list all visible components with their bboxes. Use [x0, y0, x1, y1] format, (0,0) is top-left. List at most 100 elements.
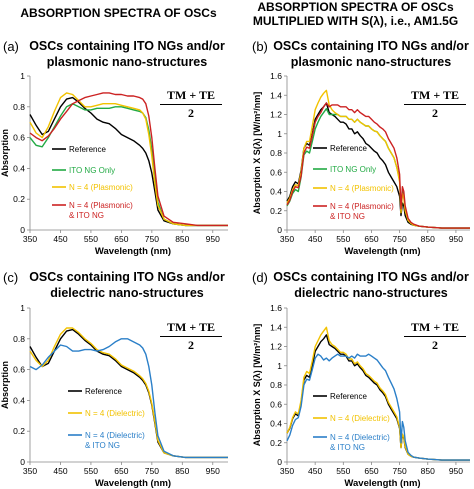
panel-b-y-tick-label: 0.6 — [270, 167, 282, 177]
panel-a-y-tick-label: 0.4 — [13, 163, 25, 173]
panel-c-y-axis-label: Absorption — [0, 361, 10, 409]
panel-d-y-tick-label: 1.6 — [270, 303, 282, 313]
panel-d-y-tick-label: 0 — [277, 457, 282, 467]
panel-d-y-tick-label: 1.4 — [270, 322, 282, 332]
panel-d-y-tick-label: 1.2 — [270, 342, 282, 352]
panel-d-formula: TM + TE 2 — [404, 320, 466, 353]
right-heading-line1: ABSORPTION SPECTRA OF OSCs — [257, 0, 454, 14]
panel-b-y-tick-label: 1 — [277, 129, 282, 139]
panel-d-title-line1: OSCs containing ITO NGs and/or — [273, 270, 469, 284]
panel-a-x-tick-label: 850 — [175, 234, 189, 244]
panel-a-legend-label-4: & ITO NG — [69, 211, 104, 220]
panel-d-legend-label-3: & ITO NG — [330, 443, 365, 452]
panel-d-y-tick-label: 1 — [277, 361, 282, 371]
formula-numerator: TM + TE — [404, 88, 466, 105]
formula-numerator: TM + TE — [160, 88, 222, 105]
panel-b-y-tick-label: 0 — [277, 225, 282, 235]
panel-c-x-tick-label: 550 — [84, 466, 98, 476]
formula-denominator: 2 — [188, 338, 194, 352]
panel-a-y-tick-label: 1 — [20, 71, 25, 81]
panel-d-y-axis-label: Absorption X S(λ) [W/m²/nm] — [252, 324, 262, 447]
panel-d-y-tick-label: 0.8 — [270, 380, 282, 390]
panel-b-legend-label-4: N = 4 (Plasmonic) — [330, 202, 394, 211]
panel-b-x-axis-label: Wavelength (nm) — [344, 246, 420, 257]
panel-c-y-tick-label: 1 — [20, 303, 25, 313]
panel-c-y-tick-label: 0.4 — [13, 395, 25, 405]
panel-d-x-tick-label: 450 — [308, 466, 322, 476]
formula-denominator: 2 — [432, 106, 438, 120]
panel-a-x-tick-label: 350 — [23, 234, 37, 244]
panel-b-title-line1: OSCs containing ITO NGs and/or — [273, 39, 469, 53]
panel-b-x-tick-label: 650 — [364, 234, 378, 244]
panel-b-y-tick-label: 0.4 — [270, 187, 282, 197]
panel-c-series-line-3 — [29, 338, 228, 459]
panel-d-legend-label-3: N = 4 (Dielectric) — [330, 433, 390, 442]
panel-d-x-axis-label: Wavelength (nm) — [344, 478, 420, 489]
panel-b-y-axis-label: Absorption X S(λ) [W/m²/nm] — [252, 92, 262, 215]
panel-c-legend-label-2: N = 4 (Dielectric) — [85, 409, 145, 418]
panel-b-legend-label-4: & ITO NG — [330, 212, 365, 221]
panel-b-legend-label-3: N = 4 (Plasmonic) — [330, 184, 394, 193]
formula-denominator: 2 — [432, 338, 438, 352]
panel-d-letter: (d) — [252, 270, 268, 285]
panel-d-series-line-3 — [286, 353, 470, 461]
panel-d-x-tick-label: 650 — [364, 466, 378, 476]
panel-c-x-tick-label: 950 — [206, 466, 220, 476]
right-column-heading: ABSORPTION SPECTRA OF OSCs MULTIPLIED WI… — [237, 0, 474, 28]
panel-a-series-line-3 — [29, 92, 228, 227]
panel-d-x-tick-label: 750 — [393, 466, 407, 476]
panel-c-series-line-2 — [29, 327, 228, 459]
panel-d-x-tick-label: 350 — [280, 466, 294, 476]
panel-a-legend-label-1: Reference — [69, 145, 106, 154]
panel-d-title-line2: dielectric nano-structures — [294, 286, 448, 300]
panel-a-title: OSCs containing ITO NGs and/or plasmonic… — [18, 38, 236, 70]
panel-a-legend-label-4: N = 4 (Plasmonic) — [69, 201, 133, 210]
panel-b-y-tick-label: 0.2 — [270, 206, 282, 216]
panel-b-y-tick-label: 0.8 — [270, 148, 282, 158]
panel-c-y-tick-label: 0.2 — [13, 426, 25, 436]
panel-d-legend-label-1: Reference — [330, 392, 367, 401]
panel-a-x-tick-label: 650 — [114, 234, 128, 244]
panel-b-y-tick-label: 1.2 — [270, 110, 282, 120]
panel-a-title-line2: plasmonic nano-structures — [46, 55, 208, 69]
panel-b-x-tick-label: 750 — [393, 234, 407, 244]
panel-a-y-tick-label: 0.2 — [13, 194, 25, 204]
panel-d-legend-label-2: N = 4 (Dielectric) — [330, 414, 390, 423]
panel-c-x-tick-label: 850 — [175, 466, 189, 476]
panel-c-title: OSCs containing ITO NGs and/or dielectri… — [18, 269, 236, 301]
right-heading-line2: MULTIPLIED WITH S(λ), i.e., AM1.5G — [252, 14, 459, 28]
panel-c-x-tick-label: 750 — [145, 466, 159, 476]
panel-d-y-tick-label: 0.6 — [270, 399, 282, 409]
formula-denominator: 2 — [188, 106, 194, 120]
panel-b-legend-label-1: Reference — [330, 144, 367, 153]
panel-b-formula: TM + TE 2 — [404, 88, 466, 121]
panel-a-legend-label-2: ITO NG Only — [69, 166, 115, 175]
panel-b-y-tick-label: 1.6 — [270, 71, 282, 81]
panel-a-x-tick-label: 550 — [84, 234, 98, 244]
formula-numerator: TM + TE — [160, 320, 222, 337]
panel-b-x-tick-label: 350 — [280, 234, 294, 244]
panel-a-series-line-4 — [29, 92, 228, 227]
panel-c-title-line2: dielectric nano-structures — [50, 286, 204, 300]
panel-a-y-axis-label: Absorption — [0, 129, 10, 177]
panel-b-title-line2: plasmonic nano-structures — [290, 55, 452, 69]
panel-a-letter: (a) — [3, 39, 19, 54]
panel-c-title-line1: OSCs containing ITO NGs and/or — [29, 270, 225, 284]
panel-b-x-tick-label: 950 — [449, 234, 463, 244]
panel-d-y-tick-label: 0.2 — [270, 438, 282, 448]
panel-a-x-axis-label: Wavelength (nm) — [95, 246, 171, 257]
panel-b-x-tick-label: 450 — [308, 234, 322, 244]
panel-a-title-line1: OSCs containing ITO NGs and/or — [29, 39, 225, 53]
panel-a-legend-label-3: N = 4 (Plasmonic) — [69, 183, 133, 192]
panel-a-x-tick-label: 450 — [53, 234, 67, 244]
panel-c-y-tick-label: 0.8 — [13, 334, 25, 344]
panel-a-x-tick-label: 750 — [145, 234, 159, 244]
panel-c-x-axis-label: Wavelength (nm) — [95, 478, 171, 489]
panel-c-y-tick-label: 0.6 — [13, 365, 25, 375]
panel-d-x-tick-label: 850 — [421, 466, 435, 476]
panel-c-legend-label-3: & ITO NG — [85, 441, 120, 450]
panel-c-x-tick-label: 450 — [53, 466, 67, 476]
panel-a-series-line-1 — [29, 96, 228, 227]
panel-a-formula: TM + TE 2 — [160, 88, 222, 121]
